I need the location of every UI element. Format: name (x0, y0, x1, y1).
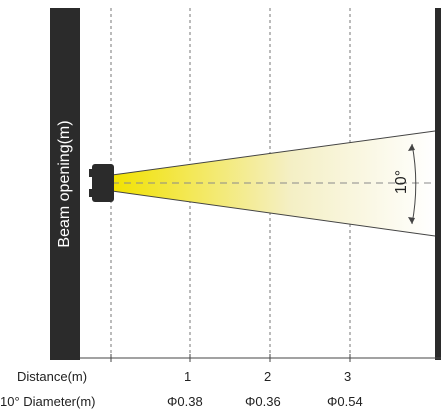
diameter-3: Φ0.54 (327, 394, 363, 409)
right-frame-edge (435, 8, 441, 360)
beam-edge-bottom (111, 190, 436, 237)
distance-1: 1 (184, 369, 192, 384)
diameter-1: Φ0.38 (167, 394, 203, 409)
diameter-2: Φ0.36 (245, 394, 281, 409)
fixture-icon (89, 164, 114, 202)
beam-edge-top (111, 130, 436, 176)
beam-angle-label: 10° (393, 169, 410, 195)
distance-2: 2 (264, 369, 272, 384)
arc-arrow-top (408, 144, 415, 151)
beam-opening-title: Beam opening(m) (56, 120, 73, 248)
distance-label: Distance(m) (17, 369, 88, 384)
arc-arrow-bottom (408, 217, 415, 224)
diameter-label: 10° Diameter(m) (0, 394, 96, 409)
distance-3: 3 (344, 369, 352, 384)
left-frame-panel (50, 8, 80, 360)
